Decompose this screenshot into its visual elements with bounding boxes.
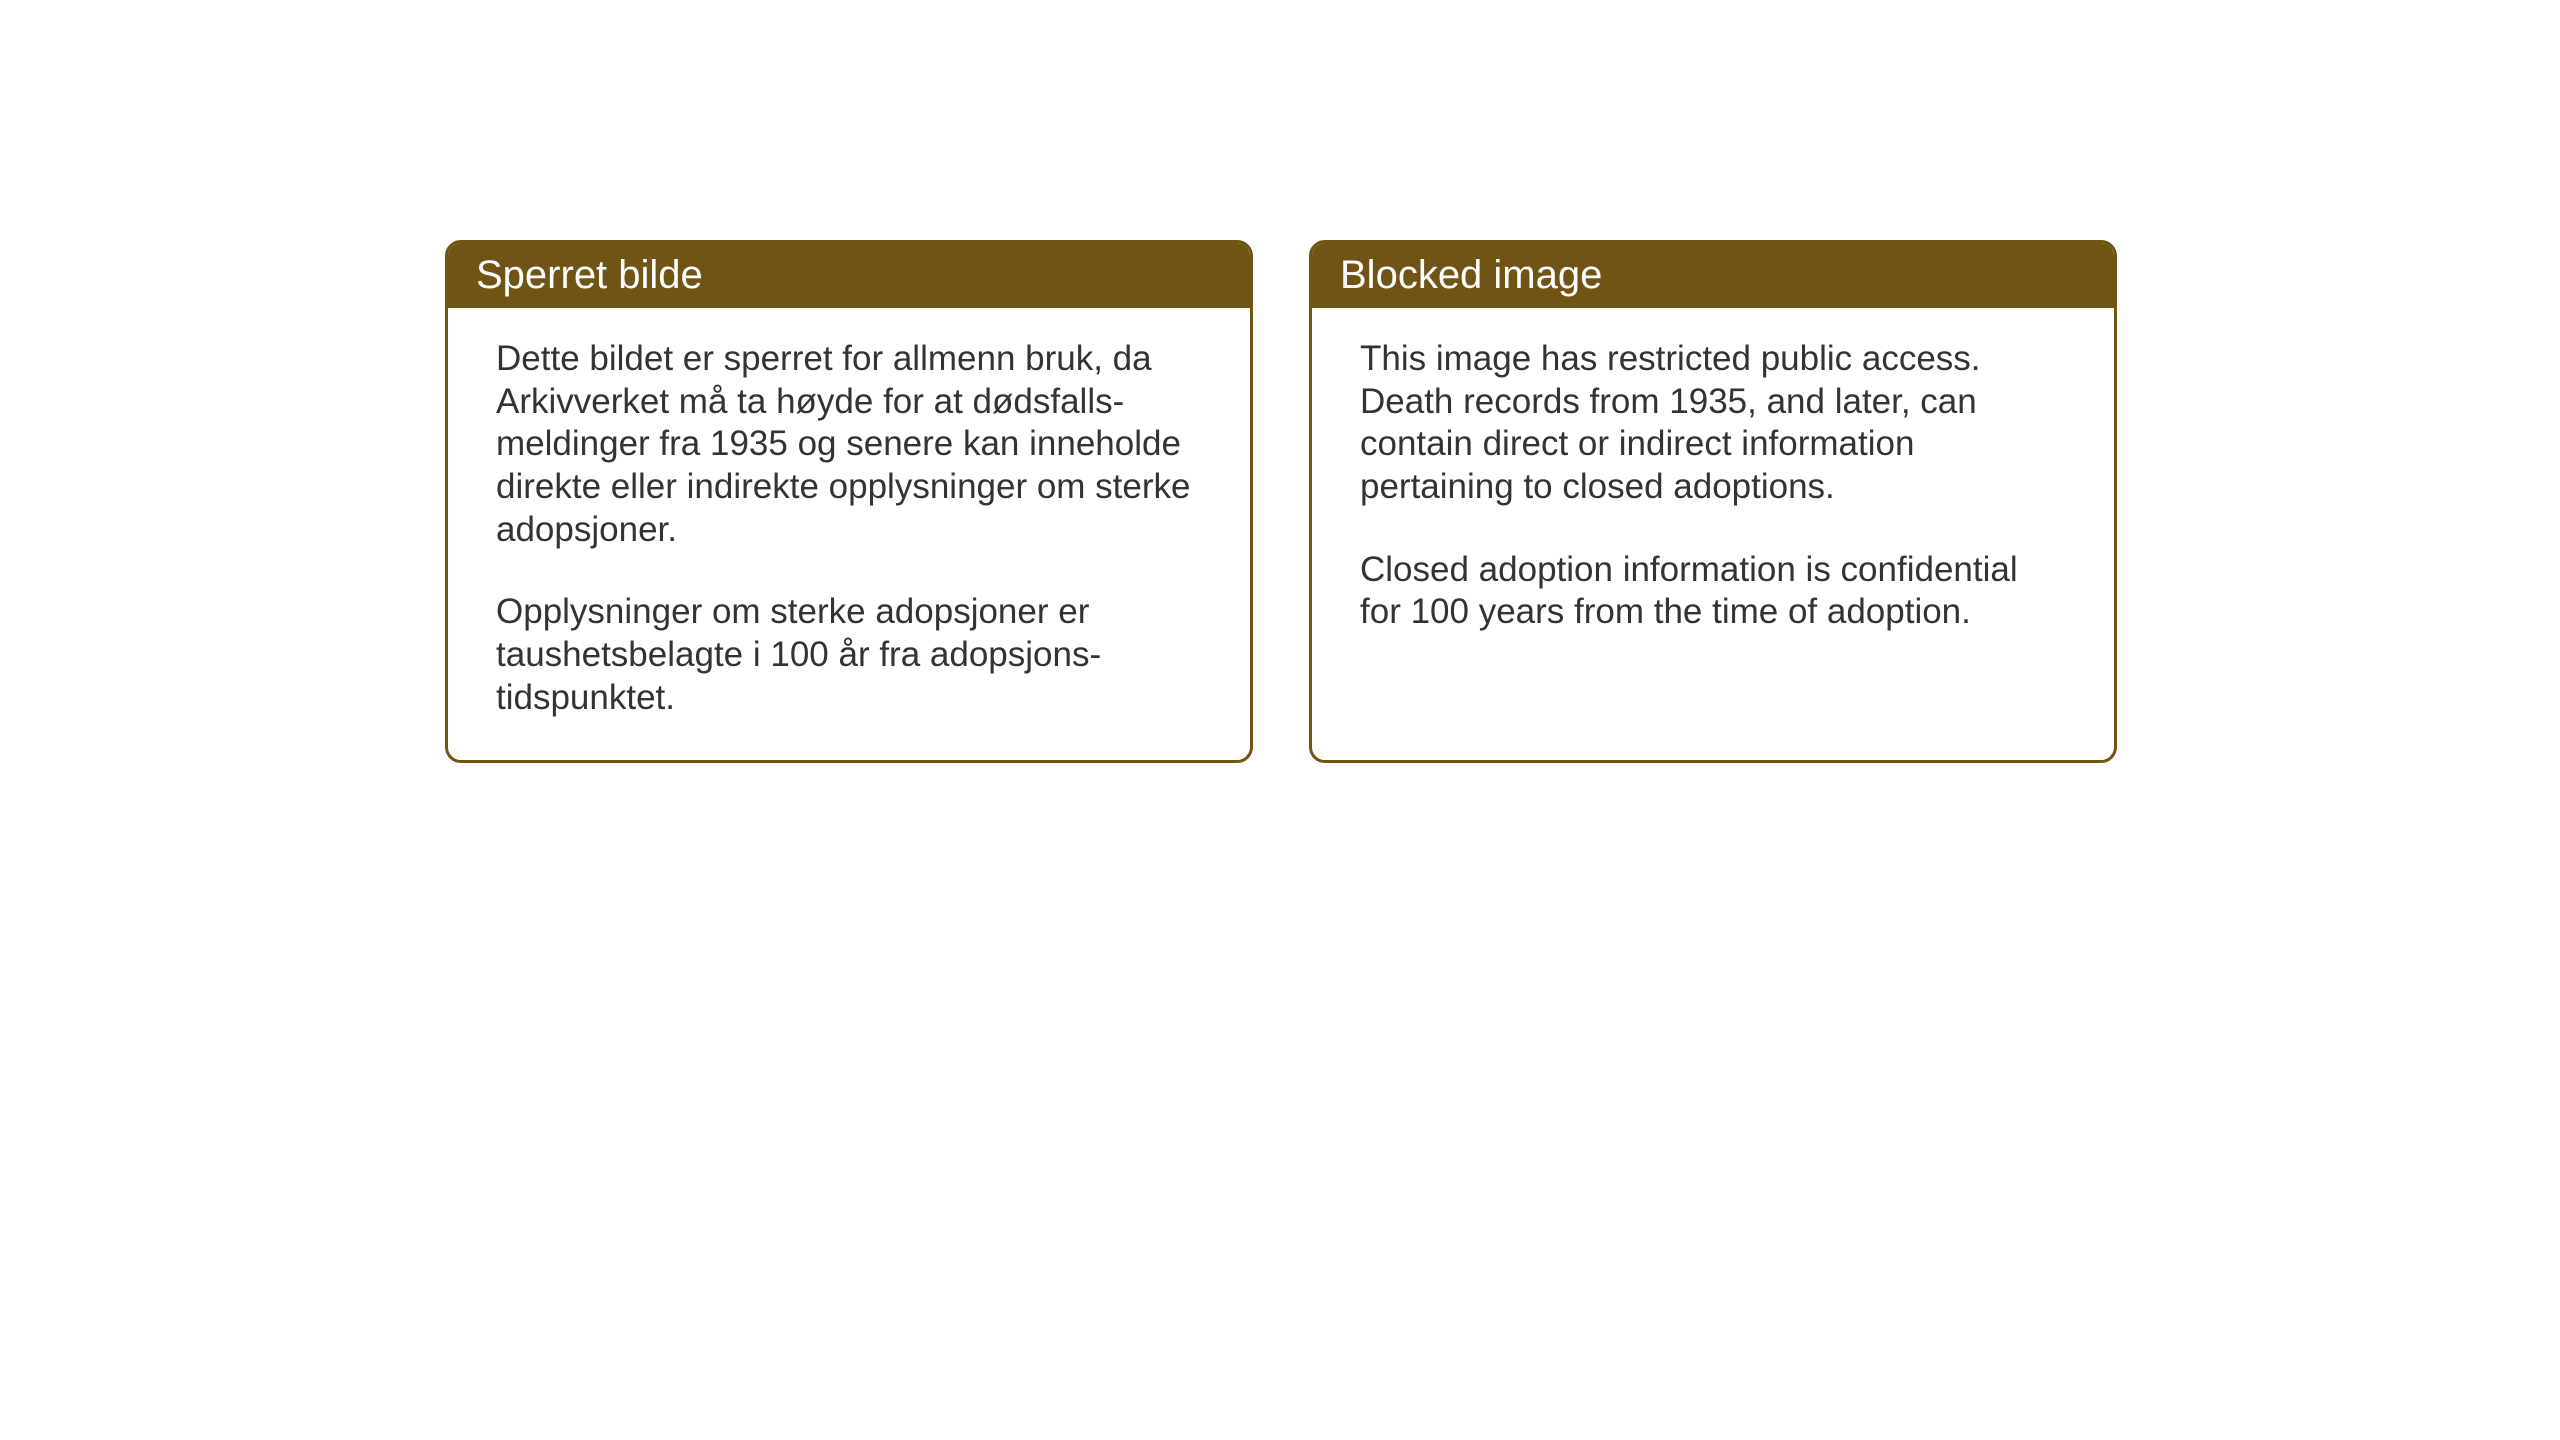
- notice-body-english: This image has restricted public access.…: [1312, 308, 2114, 708]
- notice-title-english: Blocked image: [1340, 253, 1602, 297]
- notice-body-norwegian: Dette bildet er sperret for allmenn bruk…: [448, 308, 1250, 760]
- notice-paragraph-2-norwegian: Opplysninger om sterke adopsjoner er tau…: [496, 591, 1202, 719]
- notice-header-english: Blocked image: [1312, 243, 2114, 308]
- notice-container: Sperret bilde Dette bildet er sperret fo…: [445, 240, 2117, 763]
- notice-card-norwegian: Sperret bilde Dette bildet er sperret fo…: [445, 240, 1253, 763]
- notice-paragraph-1-english: This image has restricted public access.…: [1360, 338, 2066, 509]
- notice-title-norwegian: Sperret bilde: [476, 253, 703, 297]
- notice-card-english: Blocked image This image has restricted …: [1309, 240, 2117, 763]
- notice-paragraph-1-norwegian: Dette bildet er sperret for allmenn bruk…: [496, 338, 1202, 551]
- notice-header-norwegian: Sperret bilde: [448, 243, 1250, 308]
- notice-paragraph-2-english: Closed adoption information is confident…: [1360, 549, 2066, 634]
